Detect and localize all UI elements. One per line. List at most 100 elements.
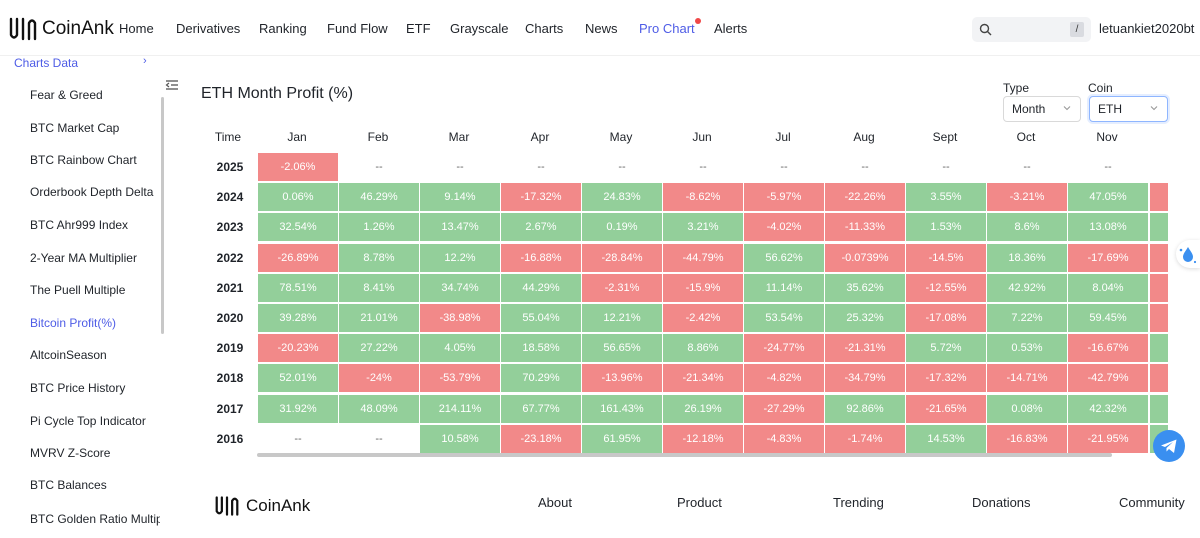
table-cell: 42.32% xyxy=(1068,394,1148,423)
table-cell: -27.29% xyxy=(744,394,824,423)
sidebar-item[interactable]: MVRV Z-Score xyxy=(30,446,111,460)
sidebar-section-title[interactable]: Charts Data xyxy=(14,56,79,70)
table-cell: -21.31% xyxy=(825,334,905,363)
type-select[interactable]: Month xyxy=(1003,96,1081,122)
column-header: Nov xyxy=(1096,130,1118,144)
table-cell: 56.62% xyxy=(744,243,824,272)
table-cell: -17.32% xyxy=(501,183,581,212)
table-cell: 0.06% xyxy=(258,183,338,212)
table-cell: 27.22% xyxy=(339,334,419,363)
table-cell: -12.18% xyxy=(663,424,743,453)
table-cell: 61.95% xyxy=(582,424,662,453)
chevron-down-icon xyxy=(1063,106,1071,111)
table-cell: 39.28% xyxy=(258,304,338,332)
table-cell: -20.23% xyxy=(258,334,338,363)
nav-item-news[interactable]: News xyxy=(585,21,618,36)
table-cell: -1.74% xyxy=(825,424,905,453)
sidebar-item[interactable]: BTC Market Cap xyxy=(30,121,120,135)
water-drop-button[interactable] xyxy=(1176,240,1200,268)
table-cell: -22.26% xyxy=(825,183,905,212)
table-cell: -5.97% xyxy=(744,183,824,212)
footer-donations[interactable]: Donations xyxy=(972,495,1031,510)
row-year: 2019 xyxy=(216,341,244,356)
nav-item-ranking[interactable]: Ranking xyxy=(259,21,307,36)
nav-item-alerts[interactable]: Alerts xyxy=(714,21,748,36)
search-icon xyxy=(979,23,992,36)
table-cell: -14.71% xyxy=(987,364,1067,393)
sidebar-item[interactable]: Bitcoin Profit(%) xyxy=(30,316,117,330)
sidebar-item[interactable]: 2-Year MA Multiplier xyxy=(30,251,137,265)
table-cell: -2.42% xyxy=(663,304,743,332)
water-drop-icon xyxy=(1179,247,1197,264)
table-cell: 34.74% xyxy=(420,273,500,302)
user-menu[interactable]: letuankiet2020bt xyxy=(1099,21,1195,36)
coin-select[interactable]: ETH xyxy=(1089,96,1168,122)
table-cell: 8.86% xyxy=(663,334,743,363)
sidebar-item[interactable]: The Puell Multiple xyxy=(30,283,126,297)
top-nav: CoinAnk Home Derivatives Ranking Fund Flow E… xyxy=(0,0,1200,56)
table-cell: 8.6% xyxy=(987,213,1067,242)
table-horizontal-scrollbar[interactable] xyxy=(257,453,1112,457)
brand-name: CoinAnk xyxy=(42,18,114,39)
column-header: Jul xyxy=(775,130,791,144)
table-cell: -0.0739% xyxy=(825,243,905,272)
table-cell: -11.33% xyxy=(825,213,905,242)
sidebar-scrollbar[interactable] xyxy=(161,97,164,334)
table-cell: 0.53% xyxy=(987,334,1067,363)
telegram-icon xyxy=(1161,439,1177,453)
coinank-logo-icon xyxy=(9,17,37,41)
sidebar-item[interactable]: Orderbook Depth Delta xyxy=(30,185,154,199)
sidebar-item[interactable]: AltcoinSeason xyxy=(30,348,107,362)
sidebar-item[interactable]: BTC Balances xyxy=(30,478,107,492)
type-label: Type xyxy=(1003,81,1030,95)
sidebar-item[interactable]: Fear & Greed xyxy=(30,88,103,102)
row-year: 2020 xyxy=(216,311,244,325)
footer-trending[interactable]: Trending xyxy=(833,495,884,510)
search-input[interactable]: / xyxy=(972,17,1091,42)
table-cell: 0.08% xyxy=(987,394,1067,423)
nav-item-grayscale[interactable]: Grayscale xyxy=(450,21,509,36)
sidebar-item[interactable]: Pi Cycle Top Indicator xyxy=(30,414,146,428)
table-cell-clipped xyxy=(1150,334,1168,363)
table-cell: -- xyxy=(699,161,707,173)
nav-item-home[interactable]: Home xyxy=(119,21,154,36)
table-cell: -21.34% xyxy=(663,364,743,393)
table-cell: -- xyxy=(1023,161,1031,173)
table-cell: -8.62% xyxy=(663,183,743,212)
search-shortcut-key: / xyxy=(1070,22,1084,37)
telegram-button[interactable] xyxy=(1153,430,1185,462)
table-cell: 24.83% xyxy=(582,183,662,212)
row-year: 2021 xyxy=(216,280,244,295)
table-cell: 11.14% xyxy=(744,273,824,302)
footer-community[interactable]: Community xyxy=(1119,495,1185,510)
nav-item-fund-flow[interactable]: Fund Flow xyxy=(327,21,388,36)
nav-item-etf[interactable]: ETF xyxy=(406,21,431,36)
sidebar-item[interactable]: BTC Golden Ratio Multiplier xyxy=(30,512,160,526)
table-cell: 78.51% xyxy=(258,273,338,302)
nav-item-derivatives[interactable]: Derivatives xyxy=(176,21,241,36)
nav-item-pro-chart[interactable]: Pro Chart xyxy=(639,18,701,36)
footer-about[interactable]: About xyxy=(538,495,572,510)
table-cell: 47.05% xyxy=(1068,183,1148,212)
table-cell-clipped xyxy=(1150,273,1168,302)
table-cell: 13.08% xyxy=(1068,213,1148,242)
chevron-right-icon[interactable]: › xyxy=(143,56,147,67)
table-cell: -- xyxy=(294,432,302,445)
column-header: Aug xyxy=(853,130,875,144)
table-cell: 46.29% xyxy=(339,183,419,212)
footer-logo[interactable]: CoinAnk xyxy=(214,494,310,518)
sidebar-item[interactable]: BTC Price History xyxy=(30,381,126,395)
table-cell: -21.65% xyxy=(906,394,986,423)
footer-product[interactable]: Product xyxy=(677,495,722,510)
column-header: Sept xyxy=(932,130,958,144)
logo[interactable]: CoinAnk xyxy=(8,15,114,43)
table-cell: -44.79% xyxy=(663,243,743,272)
table-cell: -17.08% xyxy=(906,304,986,332)
nav-item-charts[interactable]: Charts xyxy=(525,21,564,36)
table-cell: 1.26% xyxy=(339,213,419,242)
sidebar-item[interactable]: BTC Ahr999 Index xyxy=(30,218,129,232)
table-cell: -12.55% xyxy=(906,273,986,302)
table-cell: 52.01% xyxy=(258,364,338,393)
sidebar-item[interactable]: BTC Rainbow Chart xyxy=(30,153,137,167)
collapse-sidebar-icon[interactable] xyxy=(165,78,179,92)
